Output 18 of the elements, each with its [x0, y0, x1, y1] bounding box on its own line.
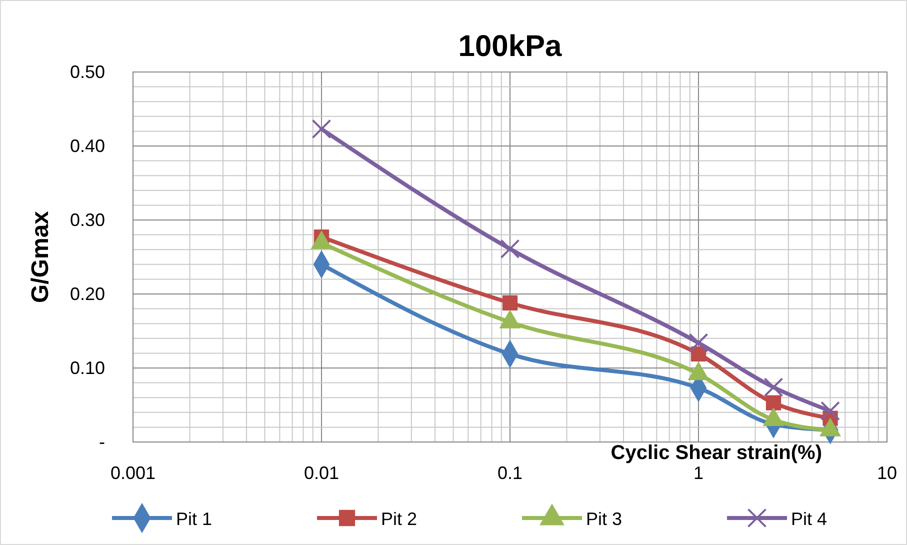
- legend-label: Pit 3: [586, 509, 622, 529]
- y-tick-label: 0.50: [70, 62, 105, 82]
- y-tick-label: 0.40: [70, 136, 105, 156]
- legend-label: Pit 1: [176, 509, 212, 529]
- x-tick-label: 0.01: [304, 462, 340, 483]
- x-tick-label: 0.1: [497, 462, 523, 483]
- legend-label: Pit 4: [791, 509, 828, 529]
- y-tick-label: 0.10: [70, 358, 105, 378]
- x-tick-label: 1: [693, 462, 704, 483]
- legend-label: Pit 2: [381, 509, 418, 529]
- chart-title: 100kPa: [458, 30, 562, 63]
- y-tick-label: 0.30: [70, 210, 105, 230]
- y-tick-label: -: [99, 432, 105, 452]
- y-tick-label: 0.20: [70, 284, 105, 304]
- x-axis-title: Cyclic Shear strain(%): [610, 442, 822, 464]
- x-tick-label: 10: [876, 462, 898, 483]
- y-axis-title: G/Gmax: [27, 210, 54, 304]
- x-tick-label: 0.001: [110, 462, 156, 483]
